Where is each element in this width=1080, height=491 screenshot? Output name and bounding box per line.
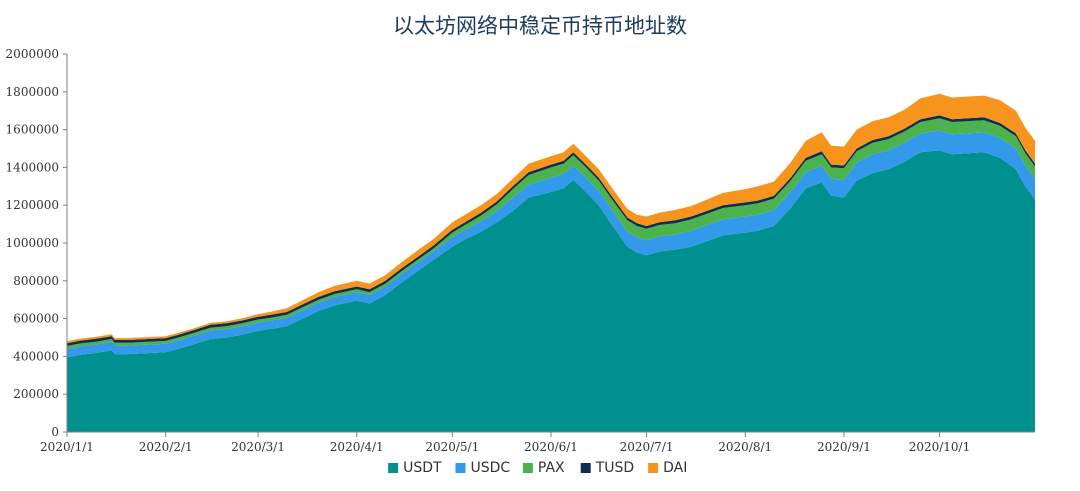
x-tick-label: 2020/5/1 bbox=[425, 440, 479, 454]
area-series-usdt bbox=[67, 150, 1035, 432]
y-tick-label: 200000 bbox=[13, 387, 59, 401]
legend-swatch-pax bbox=[522, 463, 533, 473]
y-tick-label: 1400000 bbox=[6, 160, 59, 174]
x-tick-label: 2020/2/1 bbox=[139, 440, 193, 454]
y-tick-label: 0 bbox=[51, 425, 59, 439]
legend-swatch-tusd bbox=[580, 463, 591, 473]
x-tick-label: 2020/6/1 bbox=[524, 440, 578, 454]
y-tick-label: 1800000 bbox=[6, 85, 59, 99]
x-tick-label: 2020/1/1 bbox=[40, 440, 94, 454]
chart-title: 以太坊网络中稳定币持币地址数 bbox=[393, 14, 687, 38]
x-tick-label: 2020/9/1 bbox=[817, 440, 871, 454]
x-tick-label: 2020/7/1 bbox=[620, 440, 674, 454]
x-tick-label: 2020/10/1 bbox=[909, 440, 971, 454]
y-tick-label: 800000 bbox=[13, 274, 59, 288]
legend: USDT USDC PAX TUSD DAI bbox=[388, 460, 687, 476]
y-tick-label: 600000 bbox=[13, 312, 59, 326]
y-tick-label: 1000000 bbox=[6, 236, 59, 250]
x-tick-label: 2020/4/1 bbox=[330, 440, 384, 454]
area-series-group bbox=[67, 93, 1035, 432]
x-tick-label: 2020/3/1 bbox=[231, 440, 285, 454]
y-axis: 0 200000 400000 600000 800000 1000000 1200000 1… bbox=[6, 47, 68, 439]
y-tick-label: 2000000 bbox=[6, 47, 59, 61]
y-tick-label: 400000 bbox=[13, 349, 59, 363]
legend-label-tusd: TUSD bbox=[595, 460, 634, 476]
legend-label-usdt: USDT bbox=[403, 460, 442, 476]
legend-swatch-dai bbox=[648, 463, 659, 473]
legend-label-usdc: USDC bbox=[471, 460, 511, 476]
legend-label-dai: DAI bbox=[663, 460, 687, 476]
y-tick-label: 1200000 bbox=[6, 198, 59, 212]
legend-label-pax: PAX bbox=[538, 460, 565, 476]
legend-swatch-usdc bbox=[455, 463, 466, 473]
legend-swatch-usdt bbox=[388, 463, 399, 473]
y-tick-label: 1600000 bbox=[6, 123, 59, 137]
x-axis: 2020/1/1 2020/2/1 2020/3/1 2020/4/1 2020/5/1… bbox=[40, 431, 1035, 454]
x-tick-label: 2020/8/1 bbox=[718, 440, 772, 454]
